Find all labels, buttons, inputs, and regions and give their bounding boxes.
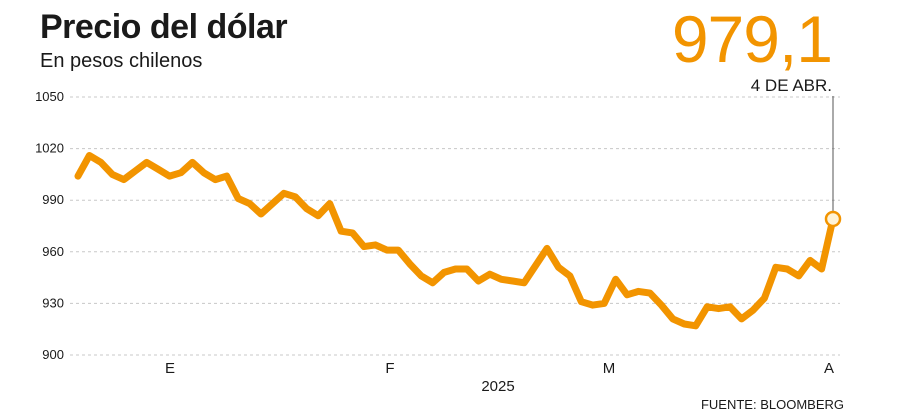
y-tick-label: 900 — [42, 347, 64, 362]
y-tick-label: 930 — [42, 295, 64, 310]
y-tick-label: 1050 — [35, 89, 64, 104]
x-tick-label: F — [385, 360, 394, 377]
chart-title: Precio del dólar — [40, 8, 288, 46]
latest-date: 4 DE ABR. — [750, 76, 832, 95]
chart-subtitle: En pesos chilenos — [40, 50, 203, 72]
y-tick-label: 960 — [42, 244, 64, 259]
series-line — [74, 152, 837, 330]
y-tick-label: 990 — [42, 192, 64, 207]
x-tick-label: E — [165, 360, 175, 377]
y-tick-label: 1020 — [35, 141, 64, 156]
x-tick-label: A — [824, 360, 834, 377]
grid-lines — [70, 96, 840, 356]
x-tick-label: M — [603, 360, 616, 377]
x-axis-label: 2025 — [481, 378, 514, 395]
y-axis-ticks: 900 930 960 990 1020 1050 — [35, 89, 64, 362]
latest-value: 979,1 — [671, 2, 833, 76]
latest-point-marker — [824, 210, 842, 228]
source-note: FUENTE: BLOOMBERG — [700, 397, 844, 412]
